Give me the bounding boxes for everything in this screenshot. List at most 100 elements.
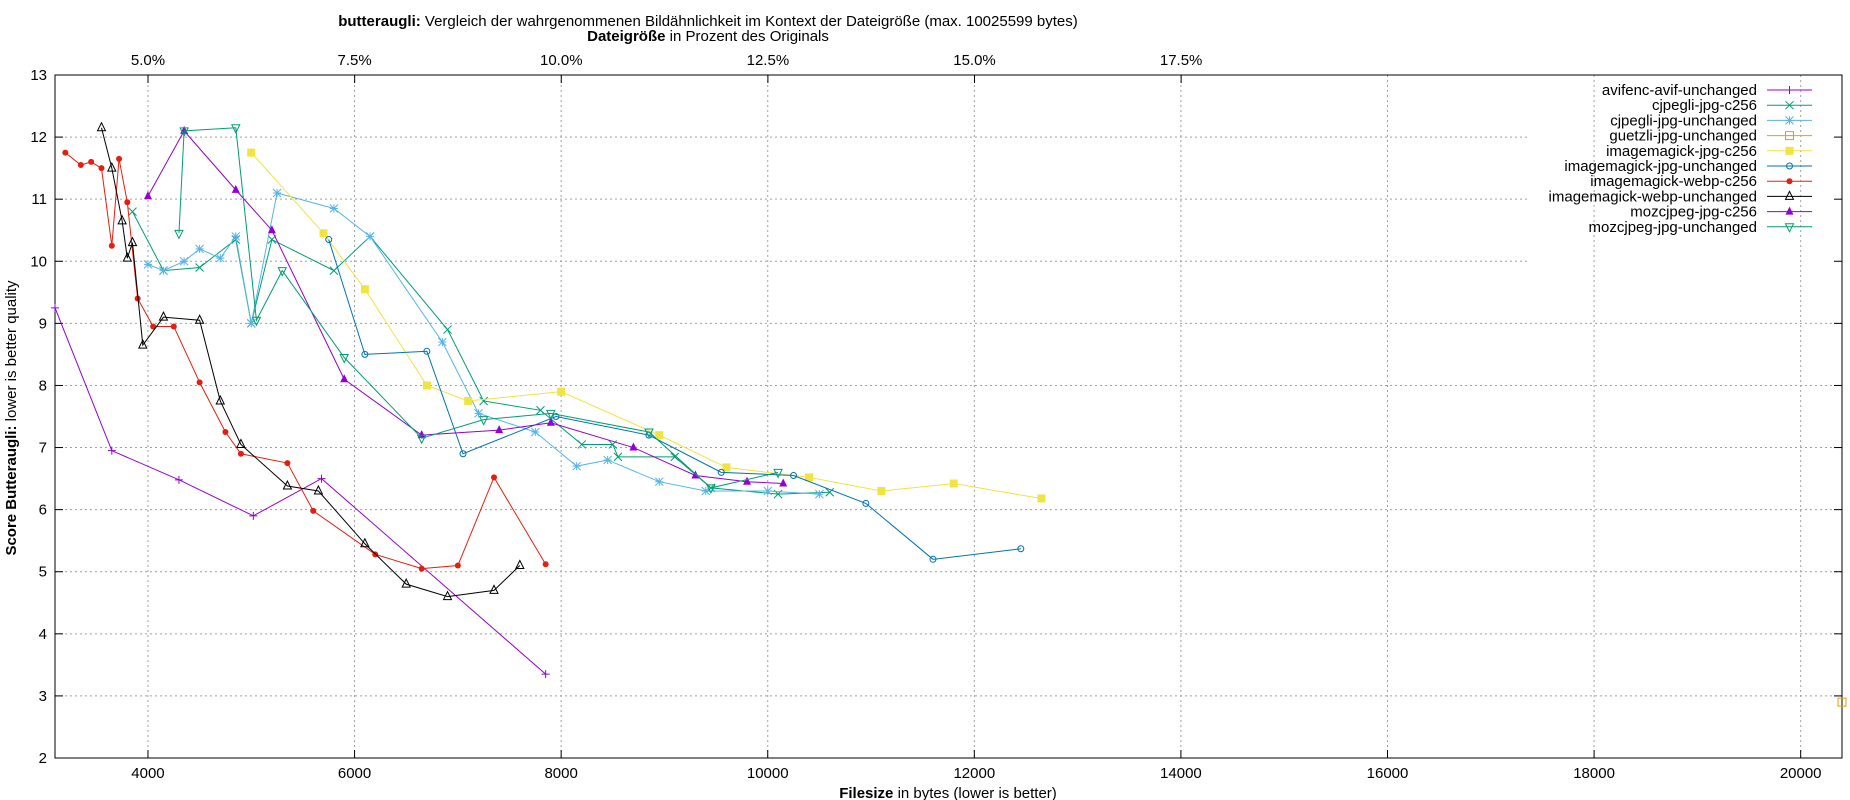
circle-marker	[862, 499, 870, 507]
data-point	[88, 158, 95, 165]
circle-marker	[929, 555, 937, 563]
star-marker	[530, 427, 540, 437]
filled-circle-marker	[98, 165, 105, 172]
data-point	[423, 347, 431, 355]
cross-marker	[329, 266, 339, 275]
data-point	[629, 442, 638, 451]
series-line	[328, 239, 1021, 560]
data-point	[443, 325, 452, 334]
cross-marker	[577, 440, 587, 449]
triangle-marker	[1784, 190, 1795, 200]
triangle-marker	[313, 484, 324, 495]
triangle-marker	[442, 590, 453, 601]
data-point	[862, 499, 870, 507]
data-point	[365, 232, 375, 241]
data-point	[272, 188, 282, 198]
x-tick-label: 18000	[1573, 765, 1615, 782]
cross-marker	[536, 405, 545, 415]
filled-triangle-marker	[546, 417, 555, 426]
down-triangle-marker	[546, 409, 556, 420]
circle-marker	[361, 350, 369, 358]
circle-marker	[423, 347, 431, 355]
star-marker	[329, 204, 339, 213]
filled-circle-marker	[62, 149, 69, 156]
data-point	[546, 417, 555, 426]
filled-circle-marker	[454, 562, 461, 569]
filled-circle-marker	[237, 450, 244, 457]
series-line	[54, 307, 546, 675]
filled-circle-marker	[124, 199, 131, 206]
legend-marker	[1785, 206, 1794, 215]
data-point	[438, 337, 447, 347]
data-point	[825, 487, 835, 497]
legend-marker	[1785, 100, 1794, 110]
filled-circle-marker	[77, 162, 84, 169]
series-lines	[51, 121, 1847, 707]
data-point	[236, 438, 246, 448]
data-point	[422, 381, 431, 390]
x2-tick-label: 17.5%	[1160, 52, 1203, 69]
data-point	[474, 409, 483, 418]
series-mozcjpeg-jpg-unchanged	[174, 124, 783, 495]
series-line	[132, 211, 830, 495]
data-point	[107, 162, 117, 172]
y-tick-label: 2	[39, 750, 47, 767]
data-point	[655, 431, 664, 440]
star-marker	[474, 409, 483, 418]
data-point	[329, 204, 339, 213]
filled-triangle-marker	[779, 478, 788, 487]
data-point	[542, 561, 549, 568]
triangle-marker	[107, 162, 117, 172]
data-point	[124, 199, 131, 206]
x2-tick-label: 10.0%	[540, 52, 583, 69]
data-point	[459, 450, 467, 458]
filled-circle-marker	[196, 379, 203, 386]
data-point	[174, 475, 183, 484]
triangle-marker	[96, 121, 107, 132]
legend-marker	[1785, 131, 1794, 141]
data-point	[515, 559, 525, 570]
cross-marker	[1785, 100, 1794, 110]
legend-item: mozcjpeg-jpg-unchanged	[1589, 219, 1812, 236]
data-point	[541, 670, 550, 679]
star-marker	[179, 256, 189, 266]
data-point	[706, 484, 716, 495]
triangle-marker	[137, 338, 148, 349]
data-point	[317, 474, 326, 483]
filled-circle-marker	[170, 323, 177, 330]
triangle-marker	[158, 311, 169, 321]
triangle-marker	[127, 236, 138, 247]
data-point	[401, 578, 412, 588]
y-tick-label: 13	[30, 67, 47, 84]
plus-marker	[174, 475, 183, 484]
y-tick-label: 4	[39, 626, 47, 643]
data-point	[773, 468, 783, 479]
filled-square-marker	[360, 285, 369, 294]
legend-label: imagemagick-jpg-c256	[1606, 143, 1757, 160]
legend-marker	[1785, 116, 1794, 125]
y-tick-label: 3	[39, 688, 47, 705]
star-marker	[763, 486, 773, 496]
star-marker	[1785, 116, 1794, 125]
down-triangle-marker	[277, 267, 288, 277]
data-point	[779, 478, 788, 487]
circle-marker	[1017, 545, 1025, 553]
data-point	[815, 489, 824, 499]
series-line	[250, 152, 1042, 499]
data-point	[949, 479, 958, 488]
data-point	[530, 427, 540, 437]
cross-marker	[613, 452, 623, 462]
data-point	[108, 242, 115, 249]
x-axis-title: Filesize in bytes (lower is better)	[839, 785, 1057, 800]
data-point	[310, 507, 317, 514]
down-triangle-marker	[773, 468, 783, 479]
data-point	[215, 394, 226, 405]
series-guetzli-jpg-unchanged	[1837, 697, 1847, 707]
plus-marker	[1785, 86, 1794, 94]
legend-item: cjpegli-jpg-unchanged	[1610, 112, 1812, 129]
data-point	[552, 413, 560, 420]
triangle-marker	[489, 584, 499, 594]
data-point	[96, 121, 107, 132]
star-marker	[246, 319, 256, 328]
filled-triangle-marker	[495, 425, 504, 434]
